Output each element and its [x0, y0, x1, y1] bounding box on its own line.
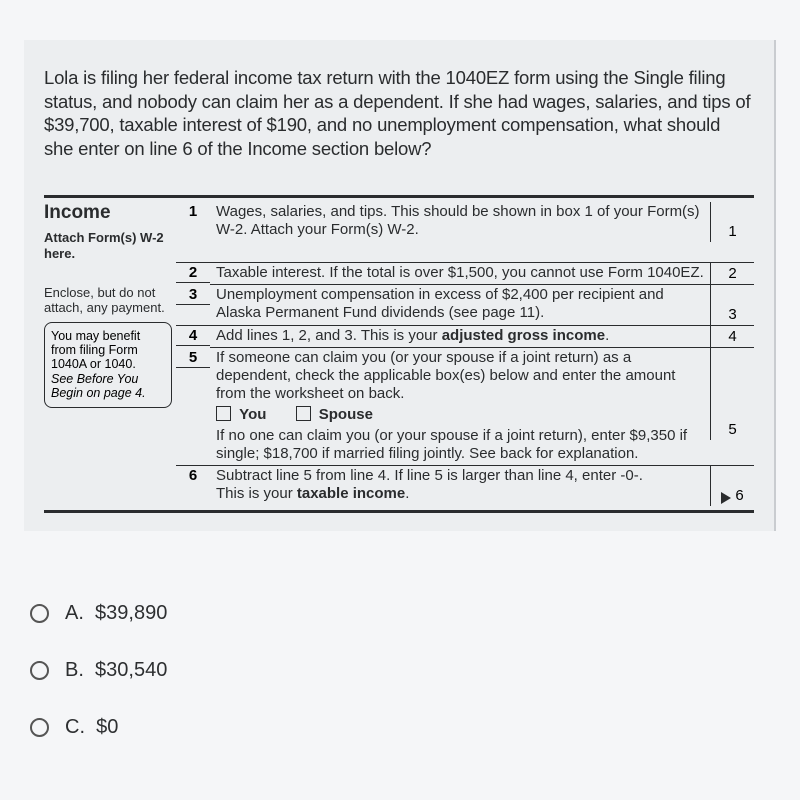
checkbox-spouse[interactable]: [296, 406, 311, 421]
line-5-cell: 5: [710, 348, 754, 440]
question-card: Lola is filing her federal income tax re…: [24, 40, 776, 531]
radio-b[interactable]: [30, 661, 49, 680]
line-2-num: 2: [176, 263, 210, 283]
line-4-cell: 4: [710, 326, 754, 348]
radio-c[interactable]: [30, 718, 49, 737]
line-5-text: If someone can claim you (or your spouse…: [210, 348, 710, 465]
callout-line2: See Before You Begin on page 4.: [51, 372, 146, 400]
line-6-num: 6: [176, 466, 210, 484]
line-3-cell: 3: [710, 285, 754, 325]
spouse-label: Spouse: [319, 406, 373, 423]
checkbox-you[interactable]: [216, 406, 231, 421]
callout-line1: You may benefit from filing Form 1040A o…: [51, 329, 140, 372]
line-6-cell: 6: [710, 466, 754, 506]
line-3-text: Unemployment compensation in excess of $…: [210, 285, 710, 324]
choice-b[interactable]: B. $30,540: [30, 659, 167, 682]
you-label: You: [239, 406, 266, 423]
question-text: Lola is filing her federal income tax re…: [44, 66, 754, 161]
choice-c-letter: C.: [65, 716, 85, 738]
line-5-intro: If someone can claim you (or your spouse…: [216, 349, 675, 402]
arrow-icon: [721, 492, 731, 504]
line-3-num: 3: [176, 285, 210, 305]
choice-c-value: $0: [96, 716, 118, 738]
choice-b-value: $30,540: [95, 659, 167, 681]
attach-label: Attach Form(s) W-2 here.: [44, 230, 164, 261]
line-5-noclaim: If no one can claim you (or your spouse …: [216, 427, 687, 462]
line-2-text: Taxable interest. If the total is over $…: [210, 263, 710, 285]
line-5-num: 5: [176, 348, 210, 368]
answer-choices: A. $39,890 B. $30,540 C. $0: [30, 602, 167, 773]
choice-a-value: $39,890: [95, 602, 167, 624]
radio-a[interactable]: [30, 604, 49, 623]
line-1-text: Wages, salaries, and tips. This should b…: [210, 202, 710, 241]
choice-c[interactable]: C. $0: [30, 716, 167, 739]
income-section: Income Attach Form(s) W-2 here. 1 Wages,…: [44, 195, 754, 513]
line-4-text: Add lines 1, 2, and 3. This is your adju…: [216, 327, 609, 344]
line-6-text: Subtract line 5 from line 4. If line 5 i…: [210, 466, 710, 505]
choice-a[interactable]: A. $39,890: [30, 602, 167, 625]
choice-b-letter: B.: [65, 659, 84, 681]
section-title: Income: [44, 202, 170, 225]
line-1-cell: 1: [710, 202, 754, 242]
line-4-num: 4: [176, 326, 210, 346]
benefit-callout: You may benefit from filing Form 1040A o…: [44, 322, 172, 408]
line-1-num: 1: [176, 202, 210, 220]
line-6-cellnum: 6: [735, 487, 743, 504]
choice-a-letter: A.: [65, 602, 84, 624]
enclose-label: Enclose, but do not attach, any payment.: [44, 285, 170, 316]
line-2-cell: 2: [710, 263, 754, 285]
